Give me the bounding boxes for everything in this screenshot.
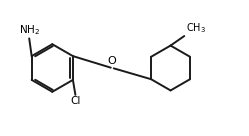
Text: Cl: Cl: [70, 96, 81, 106]
Text: O: O: [108, 56, 116, 66]
Text: NH$_2$: NH$_2$: [19, 23, 40, 37]
Text: CH$_3$: CH$_3$: [186, 22, 205, 35]
